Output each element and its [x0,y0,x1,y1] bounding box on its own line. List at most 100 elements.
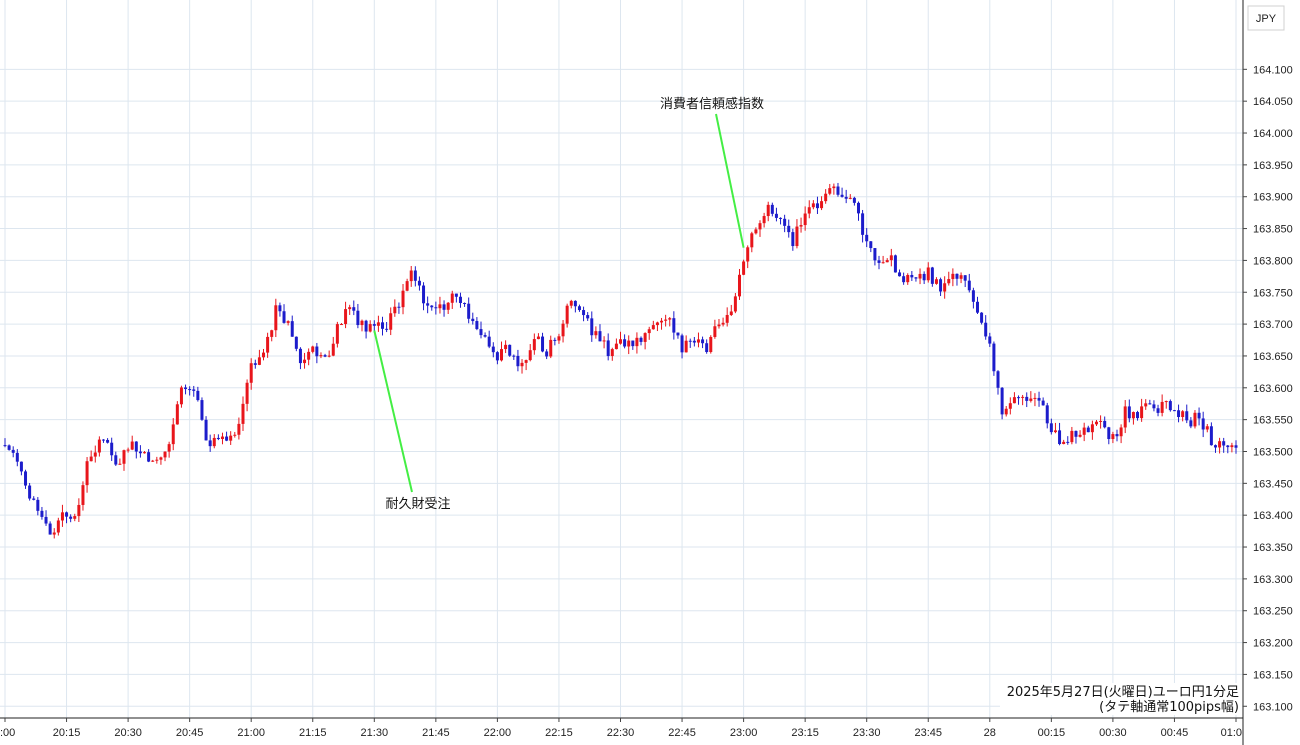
time-tick-label: :00 [0,727,15,739]
candle-up [130,441,134,450]
candle-up [409,270,413,282]
time-tick-label: 22:15 [545,727,573,739]
candle-down [623,339,627,347]
candle-up [311,346,315,352]
candle-down [1000,387,1004,415]
candle-up [619,339,622,344]
candle-down [1185,411,1189,421]
candle-up [750,233,754,248]
candle-up [1004,408,1008,415]
candle-down [516,355,520,367]
candle-down [1197,412,1201,419]
candle-down [586,315,590,319]
candle-up [212,437,216,447]
candle-down [1152,404,1156,409]
candle-up [532,339,536,351]
candle-down [479,329,483,336]
candle-down [426,303,430,306]
candle-down [1041,400,1045,406]
time-tick-label: 22:45 [668,727,696,739]
candle-down [44,516,48,524]
candle-up [557,336,561,341]
candle-up [733,296,737,312]
candle-up [327,355,331,357]
candle-down [676,332,680,336]
annotation-leader-line [715,113,745,248]
time-tick-label: 28 [984,727,996,739]
candle-up [668,318,672,320]
time-tick-label: 21:45 [422,727,450,739]
candle-down [541,336,545,352]
candle-down [1172,410,1176,412]
candle-up [569,300,573,306]
annotations: 耐久財受注 消費者信頼感指数 [373,96,764,512]
candle-down [836,186,840,195]
candle-up [163,451,167,458]
candle-up [651,325,655,330]
candle-down [1037,397,1041,401]
candle-up [1070,430,1074,443]
candle-down [1086,427,1090,433]
candle-up [536,336,540,340]
candle-down [192,389,196,391]
candle-up [389,313,393,330]
candle-up [820,201,824,209]
candle-up [446,302,450,310]
candle-up [360,320,364,326]
candle-down [865,234,869,242]
candle-down [598,331,602,342]
candle-down [1213,445,1217,448]
candle-down [508,344,512,356]
candle-down [356,310,360,326]
candle-up [1131,412,1135,419]
candle-up [249,363,253,383]
candle-up [721,322,725,325]
candle-up [331,343,335,356]
candle-down [487,336,491,347]
candle-up [906,274,910,283]
candle-up [1062,441,1066,445]
candle-up [1078,434,1082,437]
candle-up [81,485,85,505]
time-tick-label: 00:15 [1038,727,1066,739]
candle-down [352,307,356,311]
time-tick-label: 21:30 [361,727,389,739]
candle-up [126,449,130,451]
candle-down [992,343,996,372]
candle-up [828,188,832,194]
candle-down [787,225,791,233]
candle-up [737,274,741,297]
candle-up [348,307,352,310]
candle-down [200,400,204,420]
caption-background [1000,683,1242,715]
candle-up [918,273,922,279]
candle-down [1148,403,1152,405]
candle-down [138,451,142,454]
candle-down [147,452,151,462]
candle-down [922,273,926,281]
candle-down [1045,405,1049,424]
candle-down [106,439,110,443]
candle-down [639,337,643,342]
candle-down [475,321,479,330]
candle-up [1140,406,1144,419]
candle-down [856,202,860,214]
price-tick-label: 163.250 [1253,606,1293,618]
time-tick-label: 20:30 [114,727,142,739]
candle-down [417,280,421,286]
candle-up [175,404,179,425]
candle-down [1066,441,1070,443]
candle-up [660,320,664,323]
time-tick-label: 22:00 [484,727,512,739]
candle-down [430,305,434,308]
candle-up [524,360,528,363]
candle-up [319,355,323,357]
candle-down [688,340,692,342]
candle-up [762,216,766,224]
candle-up [229,435,233,441]
candle-down [385,328,389,330]
candle-down [298,348,302,364]
annotation-label: 耐久財受注 [385,497,450,512]
caption-line-1: 2025年5月27日(火曜日)ユーロ円1分足 [1007,685,1239,700]
candle-down [204,419,208,441]
